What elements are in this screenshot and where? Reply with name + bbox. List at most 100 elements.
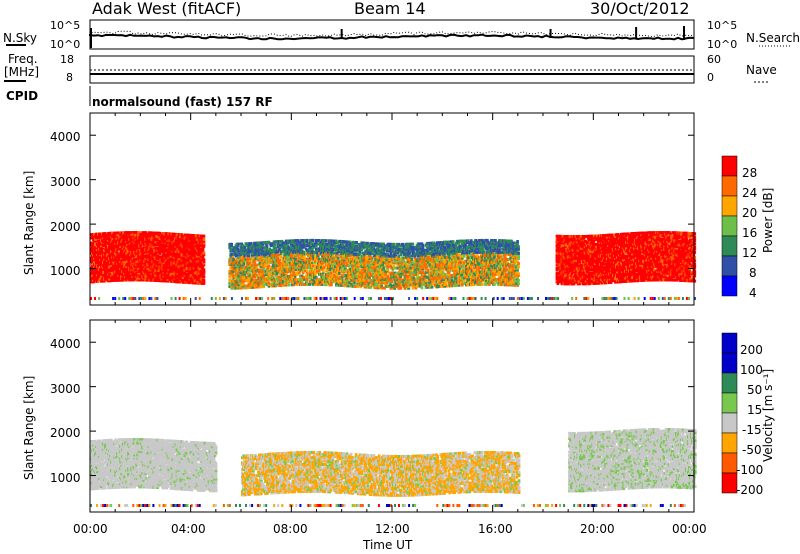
echo-cell [150,272,153,275]
echo-cell [112,260,115,264]
echo-cell [130,268,133,272]
echo-cell [140,273,143,277]
echo-cell [188,242,192,246]
echo-cell [127,264,130,268]
echo-cell [185,269,189,273]
echo-cell [121,236,124,240]
echo-cell [142,241,145,245]
echo-cell [184,250,188,254]
echo-cell [148,236,151,240]
echo-cell [146,276,149,280]
echo-cell [154,233,157,237]
echo-cell [174,248,178,252]
echo-cell [136,242,139,246]
echo-cell [107,264,110,267]
echo-cell [127,246,130,250]
echo-cell [165,233,169,237]
echo-cell [144,232,147,236]
echo-cell [157,257,160,261]
echo-cell [139,275,142,278]
echo-cell [153,253,156,257]
echo-cell [107,250,110,254]
echo-cell [96,236,99,239]
echo-cell [155,279,158,282]
echo-cell [168,234,172,238]
echo-cell [123,243,126,247]
echo-cell [130,266,133,270]
echo-cell [132,271,135,275]
echo-cell [99,267,102,271]
echo-cell [155,263,158,267]
echo-cell [132,269,135,273]
echo-cell [99,232,102,236]
echo-cell [162,232,166,236]
echo-cell [134,234,137,238]
echo-cell [305,269,309,273]
echo-cell [150,263,153,267]
echo-cell [202,275,206,279]
echo-cell [168,242,172,246]
echo-cell [163,276,167,279]
echo-cell [142,237,145,241]
echo-cell [163,274,167,278]
echo-cell [125,251,128,255]
echo-cell [188,272,192,276]
echo-cell [169,237,173,241]
echo-cell [163,254,167,258]
echo-cell [132,253,135,257]
echo-cell [105,250,108,254]
echo-cell [129,278,132,282]
echo-cell [202,238,206,241]
echo-cell [95,266,98,270]
echo-cell [161,267,165,271]
echo-cell [135,253,138,257]
echo-cell [138,271,141,275]
echo-cell [174,276,178,280]
echo-cell [138,231,141,235]
echo-cell [151,251,154,255]
echo-cell [164,269,168,273]
echo-cell [162,240,166,244]
echo-cell [150,248,153,252]
echo-cell [161,255,165,259]
echo-cell [187,264,191,268]
echo-cell [106,262,109,266]
echo-cell [185,257,189,261]
echo-cell [149,278,152,282]
echo-cell [187,252,191,256]
echo-cell [148,239,151,243]
echo-cell [154,270,157,274]
echo-cell [160,274,164,278]
echo-cell [142,258,145,262]
echo-cell [114,246,117,250]
echo-cell [140,261,143,265]
echo-cell [153,272,156,276]
echo-cell [157,263,160,267]
echo-cell [182,260,186,264]
echo-cell [177,271,181,275]
echo-cell [179,272,183,276]
echo-cell [179,277,183,281]
echo-cell [158,231,162,235]
echo-cell [97,257,100,261]
echo-cell [184,258,188,262]
echo-cell [119,234,122,238]
echo-cell [185,243,189,247]
echo-cell [137,266,140,270]
echo-cell [151,273,154,277]
echo-cell [91,234,94,238]
echo-cell [137,261,140,265]
echo-cell [103,254,106,258]
echo-cell [140,236,143,240]
echo-cell [125,258,128,262]
echo-cell [121,238,124,242]
echo-cell [182,243,186,247]
echo-cell [119,251,122,255]
echo-cell [134,269,137,273]
echo-cell [120,253,123,257]
echo-cell [185,242,189,246]
echo-cell [114,255,117,259]
echo-cell [113,250,116,254]
echo-cell [143,276,146,280]
echo-cell [129,256,132,260]
